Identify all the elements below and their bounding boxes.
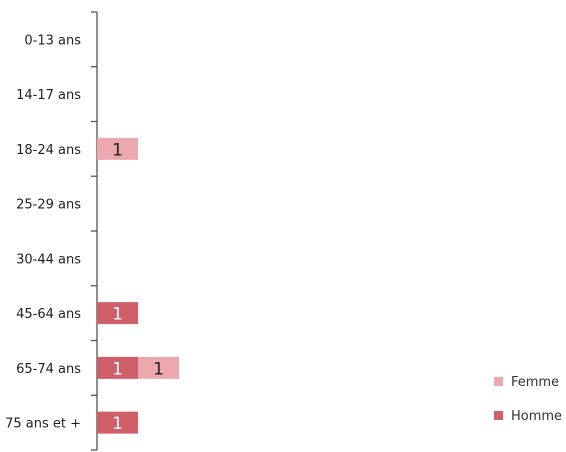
legend-swatch-homme [494,411,503,420]
legend: Femme Homme [494,375,562,424]
y-tick-label: 18-24 ans [16,143,81,158]
y-tick-label: 45-64 ans [16,307,81,322]
legend-swatch-femme [494,377,503,386]
y-axis: 0-13 ans 14-17 ans 18-24 ans 25-29 ans 30-44… [5,11,98,451]
bars: 1 1 1 1 1 [97,137,179,434]
data-label: 1 [112,305,123,325]
legend-label-femme: Femme [511,375,559,390]
legend-label-homme: Homme [511,409,562,424]
y-tick-label: 75 ans et + [5,417,81,432]
y-tick-label: 65-74 ans [16,362,81,377]
y-tick-label: 0-13 ans [24,33,81,48]
data-label: 1 [112,140,123,160]
y-tick-label: 30-44 ans [16,252,81,267]
bar-homme [97,302,138,325]
y-tick-label: 14-17 ans [16,88,81,103]
bar-homme [97,411,138,434]
data-label: 1 [153,359,164,379]
bar-homme [97,356,138,379]
y-tick-label: 25-29 ans [16,198,81,213]
data-label: 1 [112,414,123,434]
data-label: 1 [112,359,123,379]
bar-femme [97,137,138,160]
bar-femme [138,356,179,379]
